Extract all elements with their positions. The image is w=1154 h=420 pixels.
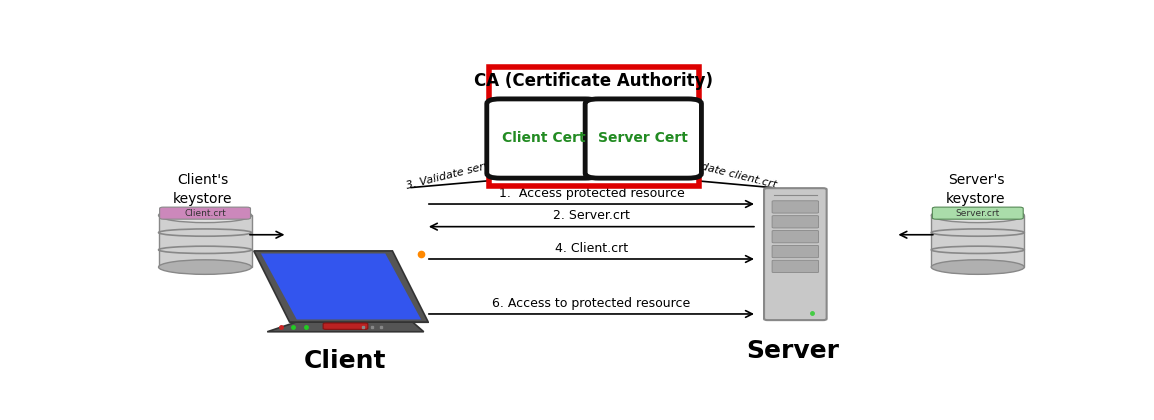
- Text: Client.crt: Client.crt: [185, 209, 226, 218]
- FancyBboxPatch shape: [772, 260, 818, 273]
- Text: 3. Validate server.crt: 3. Validate server.crt: [405, 153, 520, 191]
- Text: CA (Certificate Authority): CA (Certificate Authority): [473, 72, 713, 90]
- Text: Server's: Server's: [947, 173, 1004, 187]
- Text: 4. Client.crt: 4. Client.crt: [555, 242, 628, 255]
- FancyBboxPatch shape: [764, 188, 826, 320]
- Text: 6. Access to protected resource: 6. Access to protected resource: [493, 297, 690, 310]
- Text: Server Cert: Server Cert: [599, 131, 688, 145]
- Text: keystore: keystore: [173, 192, 232, 206]
- Ellipse shape: [158, 208, 252, 223]
- FancyBboxPatch shape: [772, 215, 818, 228]
- Text: Client Cert: Client Cert: [502, 131, 586, 145]
- Polygon shape: [158, 215, 252, 267]
- FancyBboxPatch shape: [488, 66, 699, 186]
- FancyBboxPatch shape: [323, 323, 368, 329]
- Polygon shape: [254, 251, 428, 322]
- Text: 2. Server.crt: 2. Server.crt: [553, 210, 630, 223]
- FancyBboxPatch shape: [932, 207, 1024, 219]
- Ellipse shape: [931, 208, 1025, 223]
- Text: Client: Client: [305, 349, 387, 373]
- Polygon shape: [268, 322, 424, 332]
- FancyBboxPatch shape: [772, 201, 818, 213]
- Polygon shape: [931, 215, 1025, 267]
- FancyBboxPatch shape: [772, 245, 818, 258]
- FancyBboxPatch shape: [772, 231, 818, 243]
- FancyBboxPatch shape: [487, 99, 599, 178]
- Polygon shape: [261, 254, 421, 320]
- Ellipse shape: [158, 260, 252, 274]
- Text: keystore: keystore: [946, 192, 1006, 206]
- Text: 5. Validate client.crt: 5. Validate client.crt: [667, 153, 778, 190]
- FancyBboxPatch shape: [159, 207, 250, 219]
- Text: 1.  Access protected resource: 1. Access protected resource: [499, 187, 684, 200]
- Text: Server.crt: Server.crt: [956, 209, 999, 218]
- Text: Server: Server: [747, 339, 839, 363]
- Ellipse shape: [931, 260, 1025, 274]
- FancyBboxPatch shape: [585, 99, 702, 178]
- Text: Client's: Client's: [177, 173, 228, 187]
